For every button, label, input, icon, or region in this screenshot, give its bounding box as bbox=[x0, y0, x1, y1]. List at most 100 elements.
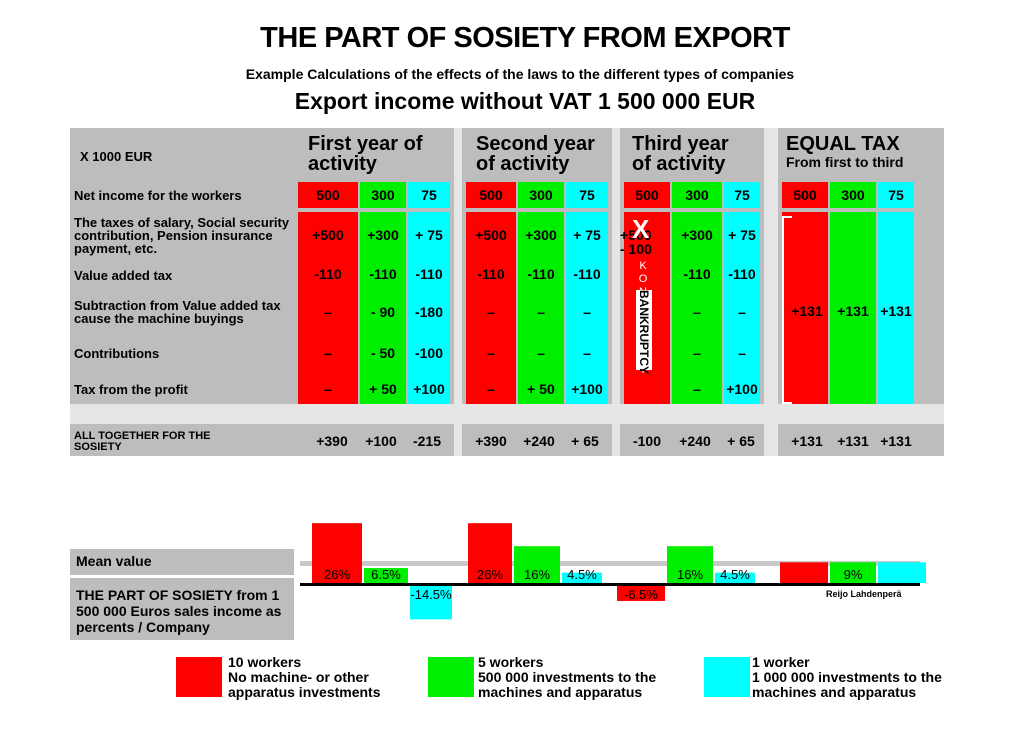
value-cell: – bbox=[487, 381, 495, 397]
value-cell: -110 bbox=[527, 266, 555, 282]
chart-bar bbox=[312, 523, 362, 583]
value-cell: +131 bbox=[880, 303, 912, 319]
chart-bar bbox=[780, 562, 828, 583]
net-income-cell: 75 bbox=[878, 182, 914, 208]
total-cell: +390 bbox=[475, 433, 507, 449]
row-label-subtraction: Subtraction from Value added tax cause t… bbox=[74, 298, 281, 326]
header-year2: Second year of activity bbox=[476, 133, 595, 175]
value-cell: – bbox=[738, 345, 746, 361]
legend-swatch-red bbox=[176, 657, 222, 697]
header-year1: First year of activity bbox=[308, 133, 423, 175]
net-income-cell: 500 bbox=[782, 182, 828, 208]
unit-label: X 1000 EUR bbox=[80, 149, 153, 164]
value-cell: – bbox=[738, 304, 746, 320]
value-cell: -110 bbox=[369, 266, 397, 282]
year1-green-bar bbox=[360, 212, 406, 404]
bar-value-label: 4.5% bbox=[567, 567, 597, 582]
total-cell: +390 bbox=[316, 433, 348, 449]
chart-bar bbox=[410, 586, 452, 620]
bar-value-label: 6.5% bbox=[371, 567, 401, 582]
value-cell: - 100 bbox=[620, 241, 652, 257]
page-subtitle: Example Calculations of the effects of t… bbox=[245, 66, 795, 82]
legend-item: 1 worker 1 000 000 investments to the mach… bbox=[752, 654, 942, 700]
value-cell: +500 bbox=[475, 227, 507, 243]
value-cell: -180 bbox=[414, 304, 444, 320]
value-cell: – bbox=[693, 304, 701, 320]
chart-title: THE PART OF SOSIETY from 1 500 000 Euros… bbox=[76, 587, 282, 635]
value-cell: -100 bbox=[414, 345, 444, 361]
page-title: THE PART OF SOSIETY FROM EXPORT bbox=[260, 22, 790, 54]
value-cell: +300 bbox=[367, 227, 399, 243]
zero-axis bbox=[300, 583, 920, 586]
total-cell: +131 bbox=[837, 433, 869, 449]
row-label-contributions: Contributions bbox=[74, 345, 160, 361]
value-cell: – bbox=[693, 345, 701, 361]
year1-cyan-bar bbox=[408, 212, 450, 404]
bar-value-label: 26% bbox=[477, 567, 503, 582]
total-cell: +240 bbox=[679, 433, 711, 449]
net-income-cell: 300 bbox=[830, 182, 876, 208]
value-cell: + 75 bbox=[728, 227, 756, 243]
mean-line bbox=[300, 561, 920, 566]
chart-bar bbox=[468, 523, 512, 583]
year3-cyan-bar bbox=[724, 212, 760, 404]
bar-value-label: -6.5% bbox=[624, 587, 658, 602]
value-cell: -110 bbox=[683, 266, 711, 282]
value-cell: – bbox=[487, 345, 495, 361]
column-divider bbox=[612, 128, 620, 456]
row-gap bbox=[70, 404, 944, 424]
total-cell: + 65 bbox=[727, 433, 755, 449]
credit-text: Reijo Lahdenperä bbox=[826, 589, 902, 599]
column-divider bbox=[764, 128, 778, 456]
net-income-cell: 75 bbox=[724, 182, 760, 208]
page-subtitle-2: Export income without VAT 1 500 000 EUR bbox=[294, 88, 756, 114]
value-cell: -110 bbox=[573, 266, 601, 282]
chart-bar bbox=[667, 546, 713, 583]
net-income-cell: 75 bbox=[408, 182, 450, 208]
net-income-cell: 500 bbox=[466, 182, 516, 208]
value-cell: – bbox=[537, 304, 545, 320]
chart-title-box bbox=[70, 578, 294, 640]
header-year3: Third year of activity bbox=[632, 133, 729, 175]
value-cell: + 75 bbox=[415, 227, 443, 243]
total-cell: +100 bbox=[365, 433, 397, 449]
mean-label-box bbox=[70, 549, 294, 575]
equal-green-bar bbox=[830, 212, 876, 404]
total-cell: +131 bbox=[791, 433, 823, 449]
net-income-cell: 75 bbox=[566, 182, 608, 208]
equal-cyan-bar bbox=[878, 212, 914, 404]
legend-item: 10 workers No machine- or other apparatus … bbox=[228, 654, 381, 700]
net-income-cell: 500 bbox=[624, 182, 670, 208]
value-cell: +100 bbox=[413, 381, 445, 397]
year2-cyan-bar bbox=[566, 212, 608, 404]
value-cell: +131 bbox=[837, 303, 869, 319]
bar-value-label: 26% bbox=[324, 567, 350, 582]
value-cell: - 50 bbox=[370, 345, 396, 361]
chart-bar bbox=[878, 562, 926, 583]
equal-red-bar bbox=[782, 212, 828, 404]
chart-bar bbox=[562, 572, 602, 583]
mean-value-label: Mean value bbox=[76, 553, 152, 569]
value-cell: – bbox=[324, 304, 332, 320]
chart-bar bbox=[514, 546, 560, 583]
column-divider bbox=[454, 128, 462, 456]
value-cell: -110 bbox=[314, 266, 342, 282]
value-cell: +500 bbox=[620, 227, 652, 243]
value-cell: – bbox=[487, 304, 495, 320]
value-cell: – bbox=[583, 345, 591, 361]
value-cell: -110 bbox=[415, 266, 443, 282]
chart-bar bbox=[830, 562, 876, 583]
value-cell: – bbox=[693, 381, 701, 397]
bar-value-label: 9% bbox=[844, 567, 863, 582]
value-cell: – bbox=[583, 304, 591, 320]
value-cell: + 50 bbox=[369, 381, 397, 397]
value-cell: +131 bbox=[791, 303, 823, 319]
value-cell: + 50 bbox=[527, 381, 555, 397]
row-label-taxes: The taxes of salary, Social security con… bbox=[74, 214, 290, 256]
value-cell: +300 bbox=[525, 227, 557, 243]
total-cell: + 65 bbox=[571, 433, 599, 449]
value-cell: +500 bbox=[312, 227, 344, 243]
bar-value-label: 4.5% bbox=[720, 567, 750, 582]
value-cell: +100 bbox=[571, 381, 603, 397]
